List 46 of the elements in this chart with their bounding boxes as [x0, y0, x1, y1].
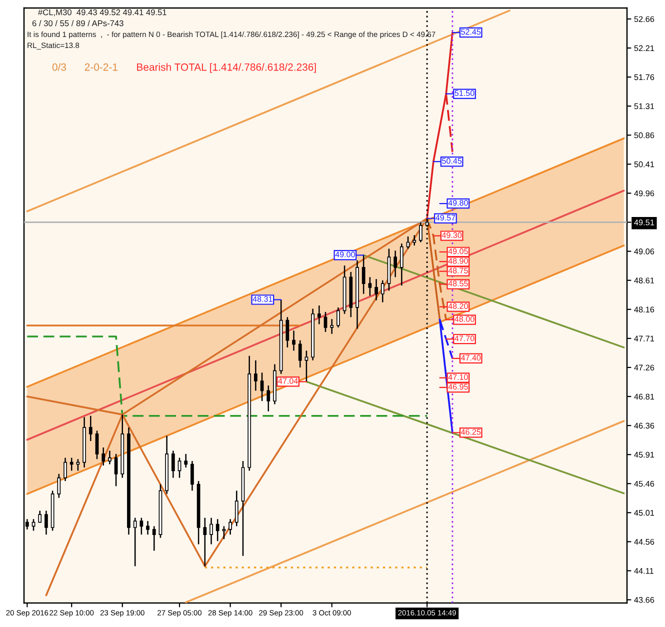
y-tick-label: 43.66 [634, 597, 654, 603]
y-tick-label: 48.16 [634, 306, 654, 312]
annotation: 46.25 [460, 429, 481, 435]
annotation: 48.75 [448, 268, 468, 274]
annotation: 49.57 [436, 214, 456, 221]
y-tick-label: 45.46 [634, 480, 654, 487]
y-tick-label: 51.31 [634, 103, 654, 110]
y-tick-label: 49.06 [634, 248, 654, 254]
y-tick-label: 50.86 [634, 132, 654, 138]
y-tick-label: 45.91 [634, 452, 654, 458]
annotation: 49.00 [335, 252, 355, 258]
annotation: 47.70 [454, 336, 474, 342]
annotation: 48.20 [448, 303, 468, 309]
annotation: 48.90 [448, 258, 468, 264]
y-tick-label: 49.96 [634, 190, 654, 196]
annotation: 49.30 [442, 232, 462, 238]
annotation: 48.55 [448, 280, 468, 286]
annotation: 50.45 [442, 158, 462, 164]
y-tick-label: 52.66 [634, 16, 654, 22]
annotation: 49.80 [448, 200, 468, 206]
y-tick-label: 46.36 [634, 422, 654, 429]
annotation: 47.10 [448, 374, 468, 380]
y-tick-label: 48.61 [634, 278, 654, 284]
annotation: 49.05 [448, 248, 468, 254]
annotation: 47.04 [278, 378, 298, 384]
annotation: 0/3 [52, 63, 66, 71]
y-tick-label: 52.21 [634, 45, 654, 52]
y-tick-label: 44.56 [634, 538, 654, 545]
annotation: 47.40 [460, 354, 481, 361]
text: 6 / 30 / 55 / 89 / APs-743 [32, 20, 124, 26]
y-tick-label: 44.11 [634, 568, 654, 574]
annotation: 52.45 [461, 28, 481, 35]
annotation: 2-0-2-1 [84, 63, 118, 71]
y-tick-label: 45.01 [634, 510, 654, 516]
y-tick-label: 47.71 [634, 336, 654, 342]
y-tick-label: 46.81 [634, 394, 654, 400]
annotation: 46.95 [448, 384, 468, 390]
annotation: 51.50 [454, 90, 474, 96]
annotation: Bearish TOTAL [1.414/.786/.618/2.236] [137, 63, 316, 73]
y-tick-label: 51.76 [634, 74, 654, 80]
annotation: 48.31 [252, 296, 272, 302]
annotation: 48.00 [454, 316, 474, 322]
y-tick-label: 49.51 [634, 220, 654, 226]
y-tick-label: 47.26 [634, 364, 654, 370]
y-tick-label: 50.41 [634, 161, 654, 168]
chart-title: #CL,M30 49.43 49.52 49.41 49.51 [38, 9, 166, 16]
